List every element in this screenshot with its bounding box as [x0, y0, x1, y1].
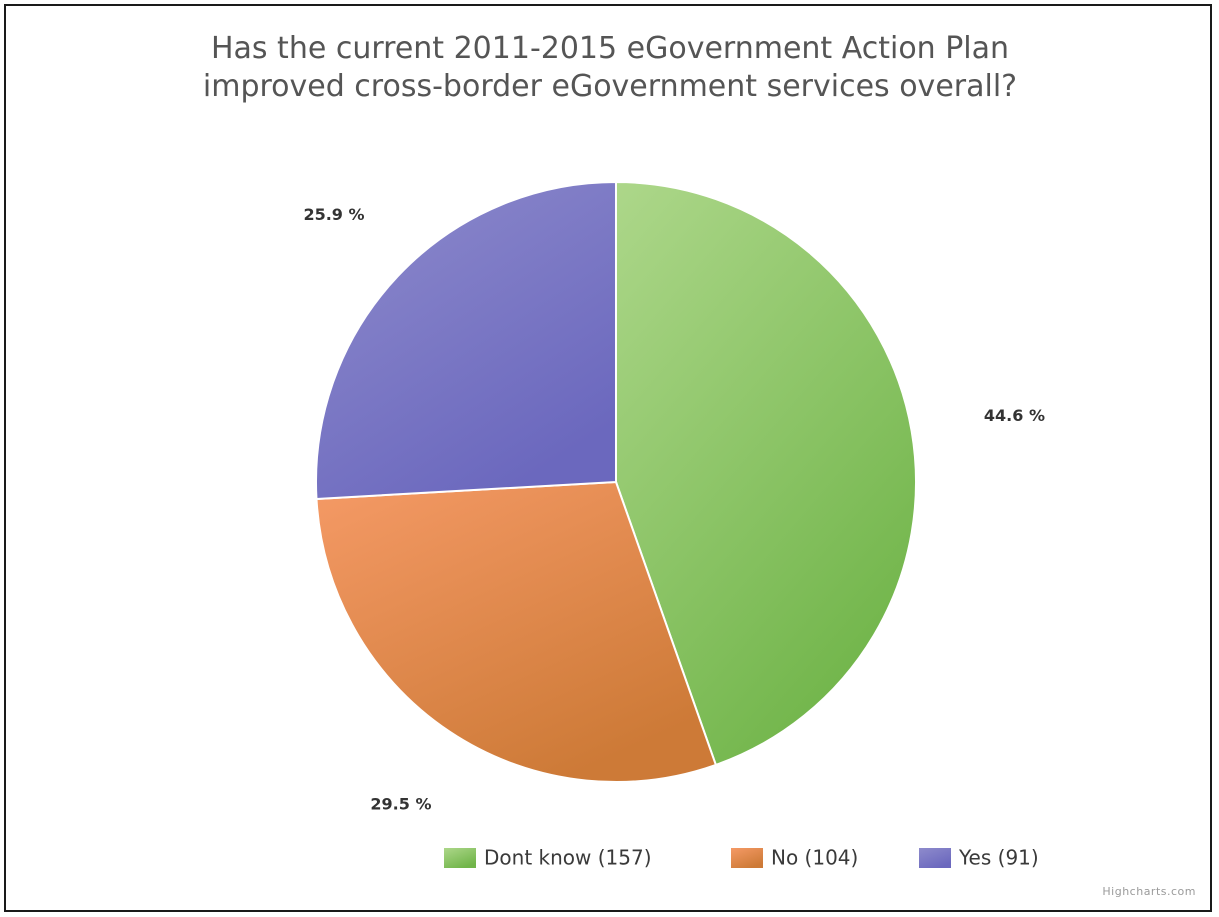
- chart-title-line-1: Has the current 2011-2015 eGovernment Ac…: [210, 31, 1010, 66]
- pie-slice-dont-know[interactable]: [615, 181, 917, 766]
- legend-label-yes: Yes (91): [958, 846, 1039, 870]
- data-label-dont-know: 44.6 %: [984, 406, 1045, 425]
- legend-item-yes[interactable]: Yes (91): [919, 846, 1039, 870]
- legend-swatch-yes: [919, 848, 951, 868]
- legend-item-no[interactable]: No (104): [731, 846, 858, 870]
- chart-title: Has the current 2011-2015 eGovernment Ac…: [6, 30, 1214, 106]
- legend-swatch-dont-know: [444, 848, 476, 868]
- pie-chart: 44.6 % 29.5 % 25.9 % Dont know (157) No (10…: [303, 181, 1045, 870]
- chart-frame: Has the current 2011-2015 eGovernment Ac…: [4, 4, 1212, 912]
- legend-label-no: No (104): [771, 846, 858, 870]
- pie-slice-yes[interactable]: [315, 181, 617, 500]
- credits-link[interactable]: Highcharts.com: [1102, 885, 1196, 898]
- pie-slice-no[interactable]: [315, 481, 717, 783]
- legend-label-dont-know: Dont know (157): [484, 846, 652, 870]
- legend-swatch-no: [731, 848, 763, 868]
- chart-title-line-2: improved cross-border eGovernment servic…: [202, 69, 1018, 104]
- legend-item-dont-know[interactable]: Dont know (157): [444, 846, 652, 870]
- data-label-no: 29.5 %: [370, 794, 431, 813]
- data-label-yes: 25.9 %: [303, 205, 364, 224]
